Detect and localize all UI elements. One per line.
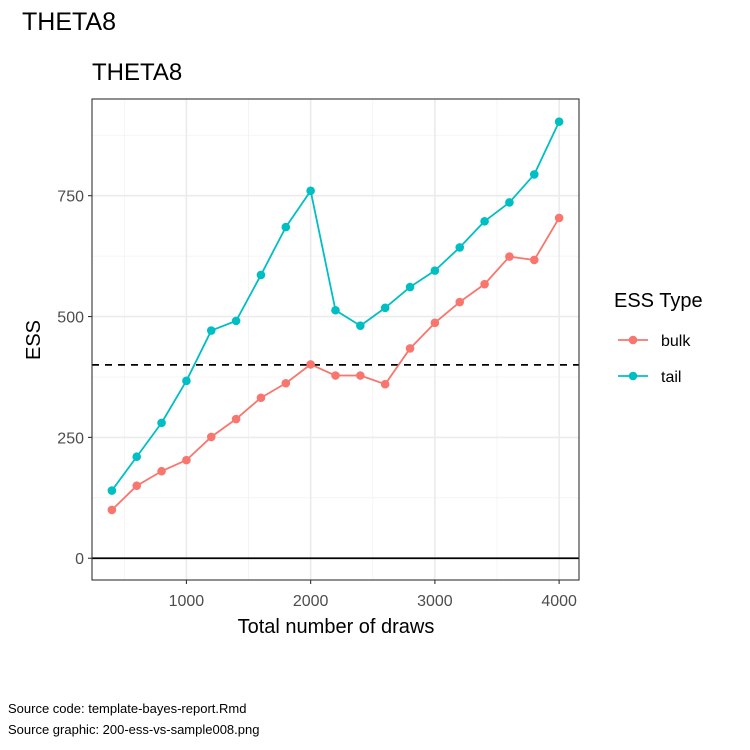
data-point-tail [405, 282, 415, 292]
data-point-tail [256, 270, 266, 280]
y-tick-label: 0 [75, 551, 84, 568]
data-point-tail [356, 321, 365, 331]
data-point-tail [132, 452, 142, 462]
y-tick-label: 250 [57, 430, 84, 447]
legend-title: ESS Type [614, 290, 703, 312]
legend-label-tail: tail [661, 369, 681, 386]
data-point-bulk [206, 432, 216, 442]
data-point-bulk [380, 379, 390, 389]
data-point-bulk [231, 414, 241, 424]
data-point-bulk [256, 393, 266, 403]
data-point-bulk [480, 279, 489, 289]
x-tick-label: 1000 [169, 593, 205, 610]
data-point-bulk [356, 371, 365, 380]
data-point-bulk [157, 466, 166, 476]
data-point-tail [430, 266, 440, 275]
source-graphic-note: Source graphic: 200-ess-vs-sample008.png [8, 722, 260, 737]
plot-border [91, 98, 580, 581]
data-point-tail [380, 303, 390, 313]
data-point-bulk [505, 252, 514, 261]
y-axis-label: ESS [23, 320, 45, 360]
data-point-tail [107, 486, 117, 495]
data-point-bulk [529, 255, 539, 265]
data-point-tail [480, 217, 489, 226]
x-tick-label: 3000 [417, 593, 453, 610]
data-point-bulk [554, 213, 564, 223]
data-point-tail [331, 305, 340, 315]
data-point-tail [455, 243, 465, 252]
x-axis-label: Total number of draws [238, 616, 435, 638]
data-point-bulk [455, 297, 465, 307]
plot-area: 1000 2000 3000 4000 0 250 500 750 [57, 98, 580, 610]
legend-key-point-tail [628, 371, 638, 381]
data-point-bulk [306, 360, 315, 369]
x-tick-label: 4000 [541, 593, 577, 610]
y-tick-label: 750 [57, 189, 84, 206]
source-code-note: Source code: template-bayes-report.Rmd [8, 701, 247, 716]
data-point-tail [554, 117, 564, 127]
data-point-tail [306, 186, 315, 196]
y-tick-label: 500 [57, 310, 84, 327]
x-tick-label: 2000 [293, 593, 329, 610]
legend-label-bulk: bulk [661, 333, 691, 350]
data-point-bulk [182, 455, 191, 465]
page-title: THETA8 [22, 8, 116, 36]
data-point-tail [505, 198, 514, 207]
chart-title: THETA8 [92, 59, 182, 86]
data-point-tail [231, 316, 241, 326]
data-point-bulk [430, 318, 440, 328]
data-point-bulk [331, 371, 340, 380]
data-point-tail [157, 418, 166, 428]
data-point-bulk [132, 481, 142, 491]
data-point-tail [529, 170, 539, 179]
data-point-tail [281, 222, 291, 232]
data-point-bulk [107, 505, 117, 515]
data-point-tail [206, 326, 216, 335]
data-point-bulk [405, 344, 415, 353]
legend-key-point-bulk [628, 335, 638, 345]
plot-background [92, 99, 579, 580]
data-point-tail [182, 376, 191, 386]
data-point-bulk [281, 378, 291, 388]
legend: ESS Type bulk tail [614, 290, 703, 386]
